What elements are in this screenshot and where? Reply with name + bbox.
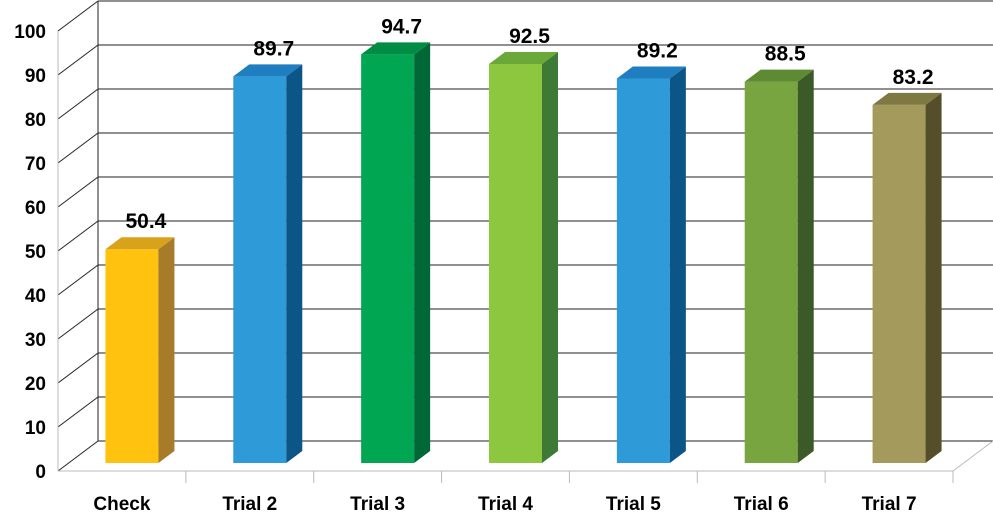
bar-top xyxy=(489,52,558,64)
bar xyxy=(872,92,942,464)
bar-front xyxy=(233,76,287,463)
gridline-diag xyxy=(57,440,99,472)
axes xyxy=(57,1,993,483)
bar-top xyxy=(105,237,175,250)
labels: 0 10 20 30 40 50 60 70 80 90 100 50.4 Check 89.7 Trial… xyxy=(14,15,933,515)
bar xyxy=(105,237,175,463)
gridline-diag xyxy=(57,44,99,76)
gridline-diag xyxy=(57,176,99,208)
bar-side xyxy=(286,64,303,463)
bars xyxy=(105,42,942,464)
gridline-diag xyxy=(57,352,99,384)
bar-side xyxy=(669,66,686,464)
x-tick-label: Trial 5 xyxy=(606,494,661,515)
x-tick-label: Trial 3 xyxy=(350,494,405,515)
bar-front xyxy=(361,54,415,463)
x-tick-label: Trial 4 xyxy=(478,494,533,515)
y-tick-label: 70 xyxy=(25,154,46,175)
x-tick-label: Check xyxy=(93,494,150,515)
bar-top xyxy=(744,69,814,82)
gridline-diag xyxy=(57,396,99,428)
x-tick-label: Trial 6 xyxy=(734,494,789,515)
bar-front xyxy=(616,78,670,464)
y-tick-label: 40 xyxy=(25,286,46,307)
y-tick-label: 10 xyxy=(25,418,46,439)
gridline-diag xyxy=(57,0,99,32)
y-tick-label: 30 xyxy=(25,330,46,351)
gridline-diag xyxy=(57,132,99,164)
bar xyxy=(744,69,814,463)
x-tick-label: Trial 7 xyxy=(862,494,917,515)
bar-side xyxy=(414,42,431,463)
x-tick-label: Trial 2 xyxy=(222,494,277,515)
data-label: 94.7 xyxy=(381,15,422,38)
bar-side xyxy=(542,52,558,463)
bar-side xyxy=(158,237,175,463)
bar-top xyxy=(361,42,431,55)
floor-right-edge xyxy=(952,440,993,472)
y-tick-label: 100 xyxy=(14,22,46,43)
bar xyxy=(233,64,303,463)
bar-top xyxy=(872,92,942,105)
data-label: 89.7 xyxy=(253,37,294,60)
bar xyxy=(489,52,558,463)
data-label: 88.5 xyxy=(765,43,806,66)
bar-front xyxy=(872,104,926,464)
gridline-diag xyxy=(57,308,99,340)
data-label: 83.2 xyxy=(893,66,934,89)
y-tick-label: 90 xyxy=(25,66,46,87)
y-tick-label: 60 xyxy=(25,198,46,219)
data-label: 50.4 xyxy=(125,210,166,233)
bar xyxy=(616,66,686,464)
gridline-diag xyxy=(57,220,99,252)
y-tick-label: 50 xyxy=(25,242,46,263)
y-tick-label: 20 xyxy=(25,374,46,395)
y-tick-label: 0 xyxy=(35,462,46,483)
data-label: 92.5 xyxy=(509,25,550,48)
bar-front xyxy=(489,64,542,463)
bar-front xyxy=(744,81,798,463)
bar xyxy=(361,42,431,463)
gridline-diag xyxy=(57,88,99,120)
y-tick-label: 80 xyxy=(25,110,46,131)
gridline-diag xyxy=(57,264,99,296)
data-label: 89.2 xyxy=(637,40,678,63)
bar-top xyxy=(233,64,303,77)
bar-side xyxy=(797,69,814,463)
bar-side xyxy=(925,92,942,464)
bar-front xyxy=(105,249,159,463)
bar-top xyxy=(616,66,686,79)
